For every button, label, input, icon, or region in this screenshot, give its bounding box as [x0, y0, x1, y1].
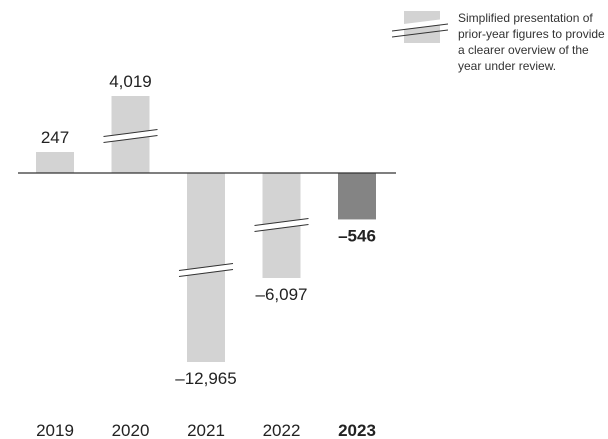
value-label-2023: –546	[338, 226, 376, 245]
x-tick-2023: 2023	[338, 421, 376, 439]
value-label-2020: 4,019	[109, 72, 152, 91]
break-line-2021	[178, 263, 234, 271]
x-tick-2020: 2020	[112, 421, 150, 439]
break-gap-2020	[103, 130, 158, 142]
value-label-2022: –6,097	[256, 285, 308, 304]
bar-2019	[36, 152, 74, 173]
break-line-2020	[103, 135, 158, 143]
break-line-2020	[103, 129, 158, 137]
break-gap-2022	[254, 219, 309, 231]
legend-note: Simplified presentation of prior-year fi…	[458, 11, 605, 73]
break-line-2021	[178, 269, 234, 277]
bars-group	[36, 96, 376, 362]
break-line-2022	[254, 224, 309, 232]
legend-swatch-icon	[392, 11, 448, 43]
x-tick-2019: 2019	[36, 421, 74, 439]
x-tick-2021: 2021	[187, 421, 225, 439]
value-label-2019: 247	[41, 128, 69, 147]
value-label-2021: –12,965	[175, 369, 236, 388]
break-line-2022	[254, 218, 309, 226]
value-labels-group: 247 4,019 –12,965 –6,097 –546	[41, 72, 376, 388]
bar-2023	[338, 173, 376, 220]
break-gap-2021	[178, 264, 234, 276]
x-tick-2022: 2022	[263, 421, 301, 439]
x-tick-labels-group: 2019 2020 2021 2022 2023	[36, 421, 376, 439]
